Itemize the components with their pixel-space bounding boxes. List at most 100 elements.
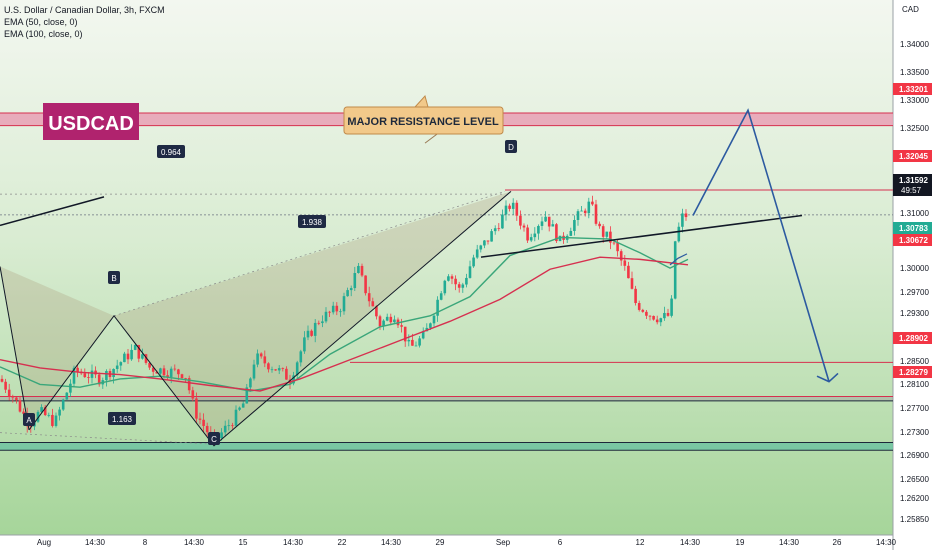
symbol-title[interactable]: U.S. Dollar / Canadian Dollar, 3h, FXCM [4, 5, 165, 15]
candle-body [126, 353, 130, 360]
candle-body [36, 411, 40, 422]
pattern-point-bg [208, 432, 220, 445]
candle-body [159, 368, 162, 374]
pattern-point-label: C [211, 435, 217, 444]
ratio-label-1938: 1.938 [298, 215, 326, 228]
candle-body [501, 214, 504, 229]
candle-body [177, 369, 180, 375]
candle-body [666, 312, 670, 316]
candle-body [123, 353, 126, 363]
support-zone [0, 442, 893, 451]
y-tick-label: 1.27700 [900, 404, 929, 413]
pattern-point-c: C [208, 432, 220, 445]
price-label-bg [893, 174, 932, 196]
currency-label: CAD [902, 5, 919, 14]
ratio-label-bg [298, 215, 326, 228]
candle-body [411, 339, 414, 346]
pattern-point-bg [108, 271, 120, 284]
price-label-1-30783: 1.30783 [893, 222, 932, 234]
price-label-bg [893, 150, 932, 162]
candle-body [277, 368, 281, 371]
candle-body [454, 278, 457, 285]
candle-body [677, 226, 681, 242]
candle-body [609, 231, 612, 243]
price-label-1-28279: 1.28279 [893, 366, 932, 378]
candle-body [407, 339, 411, 342]
price-label-text: 1.31592 [899, 176, 928, 185]
x-tick-label: 26 [833, 538, 842, 547]
candle-body [583, 210, 587, 214]
price-label-1-33201: 1.33201 [893, 83, 932, 95]
candle-body [198, 418, 202, 420]
candle-body [493, 228, 497, 232]
candle-body [591, 201, 594, 205]
candle-body [533, 233, 537, 238]
candle-body [306, 330, 310, 338]
x-tick-label: 14:30 [876, 538, 897, 547]
candle-body [259, 353, 263, 357]
ema-100-line [0, 256, 689, 392]
ratio-line-lower [0, 432, 215, 445]
price-label-1-28902: 1.28902 [893, 332, 932, 344]
candle-body [659, 318, 663, 323]
support-zone-2 [0, 396, 893, 401]
candle-body [0, 378, 4, 382]
candle-body [7, 389, 11, 397]
candle-body [191, 390, 195, 399]
candle-body [223, 425, 227, 433]
candle-body [83, 373, 87, 378]
ema-50-line [0, 236, 689, 392]
candle-body [252, 364, 256, 379]
candle-body [137, 345, 141, 359]
indicator-ema-100[interactable]: EMA (100, close, 0) [4, 29, 83, 39]
price-label-text: 1.32045 [899, 152, 928, 161]
candle-body [324, 311, 328, 322]
candle-body [97, 374, 101, 385]
candle-body [637, 303, 641, 310]
pattern-xab-fill [0, 266, 114, 430]
y-tick-label: 1.34000 [900, 40, 929, 49]
y-tick-label: 1.25850 [900, 515, 929, 524]
candle-body [468, 266, 472, 278]
candle-body [119, 362, 123, 366]
x-tick-label: 14:30 [680, 538, 701, 547]
price-label-countdown: 49:57 [901, 186, 922, 195]
candle-body [385, 316, 389, 321]
x-tick-label: 29 [436, 538, 445, 547]
candle-body [461, 284, 465, 288]
projection-hook [669, 253, 688, 266]
y-tick-label: 1.33500 [900, 68, 929, 77]
candle-body [310, 330, 313, 336]
candle-body [648, 315, 652, 317]
candle-body [569, 230, 573, 236]
x-tick-label: 14:30 [85, 538, 106, 547]
indicator-ema-50[interactable]: EMA (50, close, 0) [4, 17, 78, 27]
candle-body [497, 228, 501, 230]
candle-body [601, 226, 605, 237]
candle-body [371, 301, 375, 307]
candle-body [670, 298, 673, 316]
candle-body [328, 311, 331, 313]
plot-background [0, 0, 893, 535]
candle-body [663, 312, 666, 319]
candle-body [166, 375, 169, 377]
candle-body [429, 323, 432, 328]
y-tick-label: 1.26500 [900, 475, 929, 484]
candle-body [317, 322, 321, 324]
ratio-label-bg [108, 412, 136, 425]
ratio-label-text: 1.938 [302, 218, 323, 227]
y-tick-label: 1.32500 [900, 124, 929, 133]
projection-path [692, 108, 830, 382]
candle-body [465, 277, 468, 285]
ratio-label-text: 1.163 [112, 415, 133, 424]
candle-body [580, 210, 583, 212]
candle-body [187, 378, 191, 391]
x-tick-label: 14:30 [381, 538, 402, 547]
candle-body [331, 305, 335, 313]
candle-body [249, 378, 252, 388]
candle-body [267, 363, 270, 370]
candle-body [72, 367, 76, 384]
pattern-leg-xa [0, 266, 30, 430]
pattern-point-bg [505, 140, 517, 153]
